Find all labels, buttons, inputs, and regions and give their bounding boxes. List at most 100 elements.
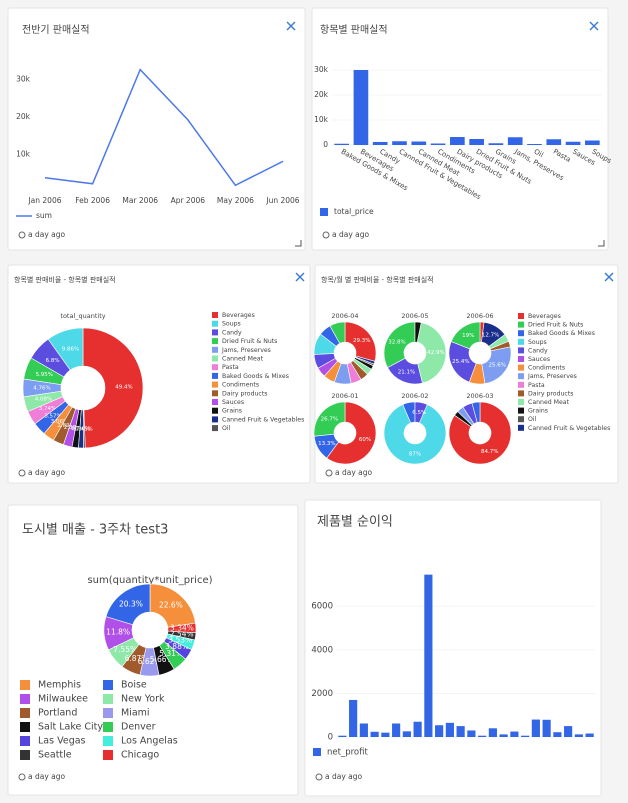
legend-label: Grains bbox=[528, 408, 548, 415]
pie-title: 2006-06 bbox=[466, 312, 493, 320]
legend-label: Dairy products bbox=[222, 390, 267, 397]
slice-label: 12.7% bbox=[482, 332, 499, 338]
close-button[interactable] bbox=[604, 272, 614, 282]
y-tick-label: 10k bbox=[16, 150, 31, 159]
legend-swatch bbox=[212, 381, 218, 388]
legend-swatch bbox=[212, 346, 218, 353]
bar bbox=[531, 719, 540, 737]
legend-swatch bbox=[518, 364, 524, 371]
slice-label: 21.1% bbox=[398, 370, 415, 376]
legend-swatch bbox=[518, 356, 524, 362]
bar bbox=[372, 142, 388, 145]
bar bbox=[585, 733, 594, 737]
refresh-icon bbox=[315, 773, 323, 781]
pie-slice bbox=[450, 321, 481, 350]
slice-label: 25.6% bbox=[489, 362, 506, 368]
legend-label: Dried Fruit & Nuts bbox=[528, 322, 583, 329]
footer-text: a day ago bbox=[28, 468, 66, 477]
pie-title: 2006-05 bbox=[401, 312, 428, 320]
pie-slice bbox=[53, 406, 77, 446]
legend-label: Candy bbox=[222, 329, 242, 336]
close-button[interactable] bbox=[286, 21, 296, 31]
bar bbox=[435, 725, 444, 737]
slice-label: 3.57% bbox=[44, 414, 61, 420]
legend-swatch bbox=[103, 722, 113, 732]
pie-label: sum(quantity*unit_price) bbox=[87, 575, 212, 586]
pie-slice bbox=[317, 358, 339, 377]
close-stroke bbox=[604, 272, 614, 282]
legend-swatch bbox=[320, 208, 328, 216]
legend-swatch bbox=[212, 320, 218, 327]
legend-swatch bbox=[518, 373, 524, 380]
bar bbox=[542, 719, 551, 737]
legend-swatch bbox=[518, 313, 524, 319]
bar bbox=[456, 726, 465, 737]
pie-slice bbox=[414, 321, 422, 343]
pie-slice bbox=[416, 322, 447, 384]
panel: 항목별 판매비율 - 항목별 판매실적 total_quantity 49.4% 9.… bbox=[7, 264, 311, 484]
slice-label: 2.89% bbox=[57, 423, 74, 429]
bar bbox=[450, 137, 465, 145]
slice-label: 3.06% bbox=[51, 419, 68, 425]
legend-label: Sauces bbox=[222, 399, 244, 406]
legend-label: Baked Goods & Mixes bbox=[222, 373, 289, 380]
legend-label: Condiments bbox=[528, 365, 565, 372]
slice-label: 25.4% bbox=[452, 359, 469, 365]
slice-label: 20.3% bbox=[119, 599, 143, 608]
y-tick-label: 0 bbox=[323, 140, 328, 149]
close-button[interactable] bbox=[589, 21, 599, 31]
legend-swatch bbox=[518, 347, 524, 354]
slice-label: 42.9% bbox=[427, 350, 444, 356]
y-tick-label: 2000 bbox=[311, 689, 333, 699]
legend-swatch bbox=[518, 424, 524, 431]
refresh-icon bbox=[18, 773, 26, 781]
slice-label: 4.08% bbox=[35, 397, 52, 403]
slice-label: 3.74% bbox=[39, 406, 56, 412]
legend-label: Soups bbox=[222, 321, 241, 328]
legend-label: Baked Goods & Mixes bbox=[528, 330, 595, 337]
bar bbox=[469, 139, 484, 145]
bar bbox=[402, 731, 411, 737]
slice-label: 26.7% bbox=[321, 416, 338, 422]
bar bbox=[564, 726, 573, 737]
legend-swatch bbox=[103, 750, 113, 760]
panel-title: 항목별 판매비율 - 항목별 판매실적 bbox=[14, 275, 116, 284]
legend-label: Memphis bbox=[38, 680, 81, 691]
x-tick-label: Mar 2006 bbox=[122, 196, 158, 205]
bar bbox=[510, 731, 519, 737]
panel-background bbox=[304, 499, 602, 797]
legend-label: Pasta bbox=[222, 364, 239, 371]
footer-text: a day ago bbox=[28, 772, 66, 781]
legend-swatch bbox=[212, 407, 218, 414]
pie-slice bbox=[329, 321, 346, 344]
x-tick-label: Apr 2006 bbox=[171, 196, 206, 205]
legend-swatch bbox=[212, 329, 218, 336]
close-button[interactable] bbox=[295, 272, 305, 282]
bar bbox=[349, 699, 358, 737]
line-series bbox=[44, 68, 284, 187]
legend-label: Denver bbox=[121, 722, 156, 733]
x-tick-label: Jan 2006 bbox=[27, 196, 61, 205]
slice-label: 49.4% bbox=[115, 385, 132, 391]
pie-slice bbox=[139, 647, 160, 677]
slice-label: 5.31% bbox=[159, 649, 183, 658]
legend-label: Milwaukee bbox=[38, 694, 88, 705]
legend-label: Canned Meat bbox=[222, 356, 264, 363]
legend-label: net_profit bbox=[327, 748, 368, 758]
legend-label: Dairy products bbox=[528, 390, 573, 397]
legend-label: Oil bbox=[222, 425, 231, 432]
slice-label: 2.38% bbox=[64, 425, 81, 431]
slice-label: 1.7% bbox=[71, 426, 85, 432]
refresh-icon bbox=[18, 231, 26, 239]
slice-label: 22.6% bbox=[159, 601, 183, 610]
legend-swatch bbox=[212, 312, 218, 318]
pie-title: 2006-02 bbox=[401, 392, 428, 400]
refresh-icon bbox=[325, 469, 333, 477]
bar bbox=[553, 732, 562, 737]
slice-label: 6.8% bbox=[46, 358, 60, 364]
legend-label: Condiments bbox=[222, 382, 259, 389]
bar bbox=[499, 734, 508, 737]
slice-label: 1.36% bbox=[73, 426, 90, 432]
